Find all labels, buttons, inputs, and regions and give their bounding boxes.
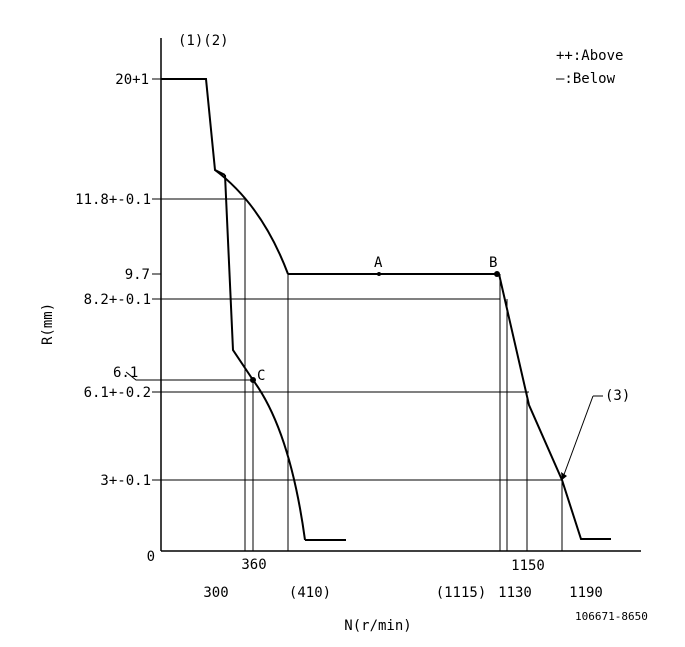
x-tick-label: 1190 bbox=[569, 585, 603, 601]
x-axis-label: N(r/min) bbox=[344, 618, 411, 634]
point-b-label: B bbox=[489, 255, 497, 271]
y-tick-label: 8.2+-0.1 bbox=[84, 292, 151, 308]
callout-3-leader bbox=[561, 395, 594, 481]
y-tick-label: 6.1 bbox=[113, 365, 138, 381]
above-curve bbox=[161, 78, 226, 176]
point-a-marker bbox=[377, 272, 381, 276]
y-tick-label: 11.8+-0.1 bbox=[75, 192, 151, 208]
x-tick-label: (410) bbox=[289, 585, 331, 601]
x-tick-label: 1150 bbox=[511, 558, 545, 574]
header-label: (1)(2) bbox=[178, 33, 229, 49]
y-tick-label: 3+-0.1 bbox=[100, 473, 151, 489]
y-axis-label: R(mm) bbox=[40, 303, 56, 345]
x-tick-label: 360 bbox=[241, 557, 266, 573]
right-fall bbox=[498, 273, 611, 540]
callout-3-label: (3) bbox=[605, 388, 630, 404]
below-falling-curve bbox=[252, 379, 306, 541]
y-tick-label: 20+1 bbox=[115, 72, 149, 88]
y-tick-label: 6.1+-0.2 bbox=[84, 385, 151, 401]
y-tick-label: 0 bbox=[147, 549, 155, 565]
legend-above: ++:Above bbox=[556, 48, 623, 64]
point-c-marker bbox=[250, 377, 256, 383]
y-tick-marks bbox=[152, 78, 161, 481]
legend-below: —:Below bbox=[556, 71, 616, 87]
x-tick-label: (1115) bbox=[436, 585, 487, 601]
vertical-reference-lines bbox=[244, 199, 563, 551]
footer-code: 106671-8650 bbox=[575, 610, 648, 623]
point-c-label: C bbox=[257, 368, 265, 384]
below-curve-left bbox=[224, 174, 254, 381]
x-tick-label: 1130 bbox=[498, 585, 532, 601]
point-b-marker bbox=[494, 271, 500, 277]
characteristic-curves bbox=[161, 78, 611, 541]
horizontal-reference-lines bbox=[125, 198, 562, 481]
point-a-label: A bbox=[374, 255, 383, 271]
y-tick-label: 9.7 bbox=[125, 267, 150, 283]
x-tick-label: 300 bbox=[203, 585, 228, 601]
callout-3-arrowhead bbox=[561, 472, 567, 480]
